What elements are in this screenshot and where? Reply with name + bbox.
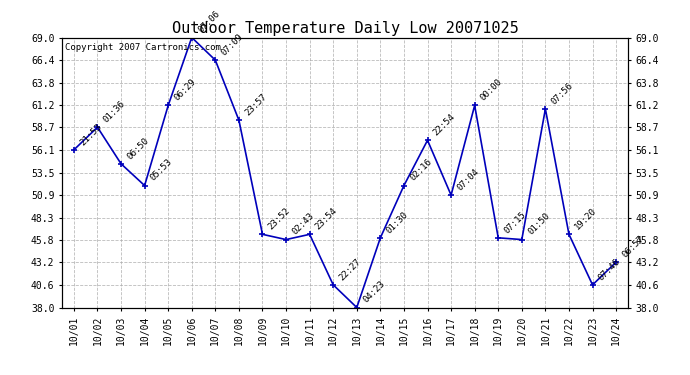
Text: 02:43: 02:43 [290,211,315,237]
Text: 21:53: 21:53 [78,122,104,147]
Text: 07:15: 07:15 [502,210,528,235]
Text: 02:16: 02:16 [408,158,433,183]
Text: 07:06: 07:06 [196,9,221,35]
Text: 05:53: 05:53 [149,158,174,183]
Text: 23:57: 23:57 [243,92,268,117]
Text: 01:36: 01:36 [101,99,127,124]
Text: 07:46: 07:46 [597,257,622,282]
Text: 01:50: 01:50 [526,211,551,237]
Text: 00:00: 00:00 [479,77,504,103]
Text: Copyright 2007 Cartronics.com: Copyright 2007 Cartronics.com [65,43,221,52]
Text: 06:29: 06:29 [172,77,198,103]
Text: 07:09: 07:09 [219,32,245,57]
Text: 06:57: 06:57 [620,234,646,260]
Text: 04:23: 04:23 [361,279,386,305]
Text: 06:50: 06:50 [125,136,150,161]
Text: 23:52: 23:52 [266,206,292,231]
Text: 07:04: 07:04 [455,167,481,192]
Text: 22:54: 22:54 [432,112,457,138]
Title: Outdoor Temperature Daily Low 20071025: Outdoor Temperature Daily Low 20071025 [172,21,518,36]
Text: 19:20: 19:20 [573,206,598,231]
Text: 07:56: 07:56 [549,81,575,106]
Text: 22:27: 22:27 [337,257,363,282]
Text: 01:30: 01:30 [384,210,410,235]
Text: 23:54: 23:54 [314,206,339,231]
